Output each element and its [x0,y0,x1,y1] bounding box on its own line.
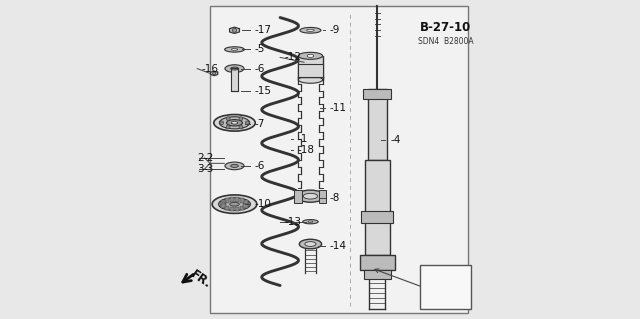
Ellipse shape [307,29,314,31]
Circle shape [239,125,243,129]
Bar [240,198,244,203]
Circle shape [232,28,237,32]
Text: -5: -5 [255,44,265,55]
Ellipse shape [303,193,317,199]
Text: -6: -6 [255,161,265,171]
Text: -2: -2 [204,153,214,163]
Ellipse shape [231,122,237,124]
Ellipse shape [214,115,255,131]
Bar [360,255,395,270]
Bar [298,64,323,77]
Ellipse shape [307,54,314,57]
Polygon shape [211,71,218,76]
Bar [225,198,229,203]
Ellipse shape [230,164,238,167]
Circle shape [212,72,216,75]
Text: -11: -11 [330,103,347,114]
Text: -3: -3 [204,164,214,174]
Bar [221,200,226,204]
Circle shape [226,125,230,129]
Text: B-27-10: B-27-10 [420,21,471,33]
Ellipse shape [296,190,324,202]
Ellipse shape [308,221,313,222]
Circle shape [245,121,249,125]
Bar [225,206,229,210]
Text: 3: 3 [197,164,204,174]
Text: -6: -6 [255,63,265,74]
Text: -10: -10 [255,199,271,209]
Bar [365,160,390,255]
Ellipse shape [305,242,316,247]
Ellipse shape [230,202,239,206]
Bar [294,190,302,203]
Bar [362,211,394,223]
Bar [240,206,244,210]
Bar [298,56,323,80]
Text: -14: -14 [330,241,347,251]
Text: -18: -18 [298,145,315,155]
Text: -16: -16 [202,63,219,74]
Circle shape [226,117,230,121]
Bar [210,6,468,313]
Text: 2: 2 [197,153,204,163]
Ellipse shape [303,219,318,224]
Bar [243,200,248,204]
Ellipse shape [230,67,238,70]
Ellipse shape [225,47,244,52]
Text: -9: -9 [330,25,340,35]
Bar [319,190,326,203]
Circle shape [220,121,223,125]
Ellipse shape [300,27,321,33]
Text: -1: -1 [298,134,308,144]
Text: -17: -17 [255,25,271,35]
Bar [235,197,239,202]
Text: -8: -8 [330,193,340,203]
Bar [364,270,391,279]
Ellipse shape [227,120,243,126]
Text: SDN4  B2800A: SDN4 B2800A [417,37,473,46]
Text: -7: -7 [255,119,265,130]
Text: -13: -13 [285,217,302,227]
Bar [230,207,234,211]
Bar [230,197,234,202]
Text: FR.: FR. [189,268,214,291]
Ellipse shape [298,76,323,83]
Text: -12: -12 [285,52,302,63]
Ellipse shape [220,117,250,129]
Circle shape [239,117,243,121]
Bar [243,204,248,209]
Ellipse shape [298,52,323,59]
Bar [244,202,249,206]
Ellipse shape [212,195,257,213]
FancyBboxPatch shape [420,265,471,309]
Ellipse shape [300,239,321,249]
Ellipse shape [218,198,250,211]
Ellipse shape [231,48,237,50]
Bar [230,68,238,91]
Bar [364,89,392,99]
Ellipse shape [225,162,244,170]
Ellipse shape [225,65,244,72]
Bar [221,204,226,209]
Bar [368,89,387,160]
Text: -4: -4 [390,135,401,145]
Bar [220,202,225,206]
Text: -15: -15 [255,86,271,96]
Bar [235,207,239,211]
Polygon shape [230,27,239,33]
